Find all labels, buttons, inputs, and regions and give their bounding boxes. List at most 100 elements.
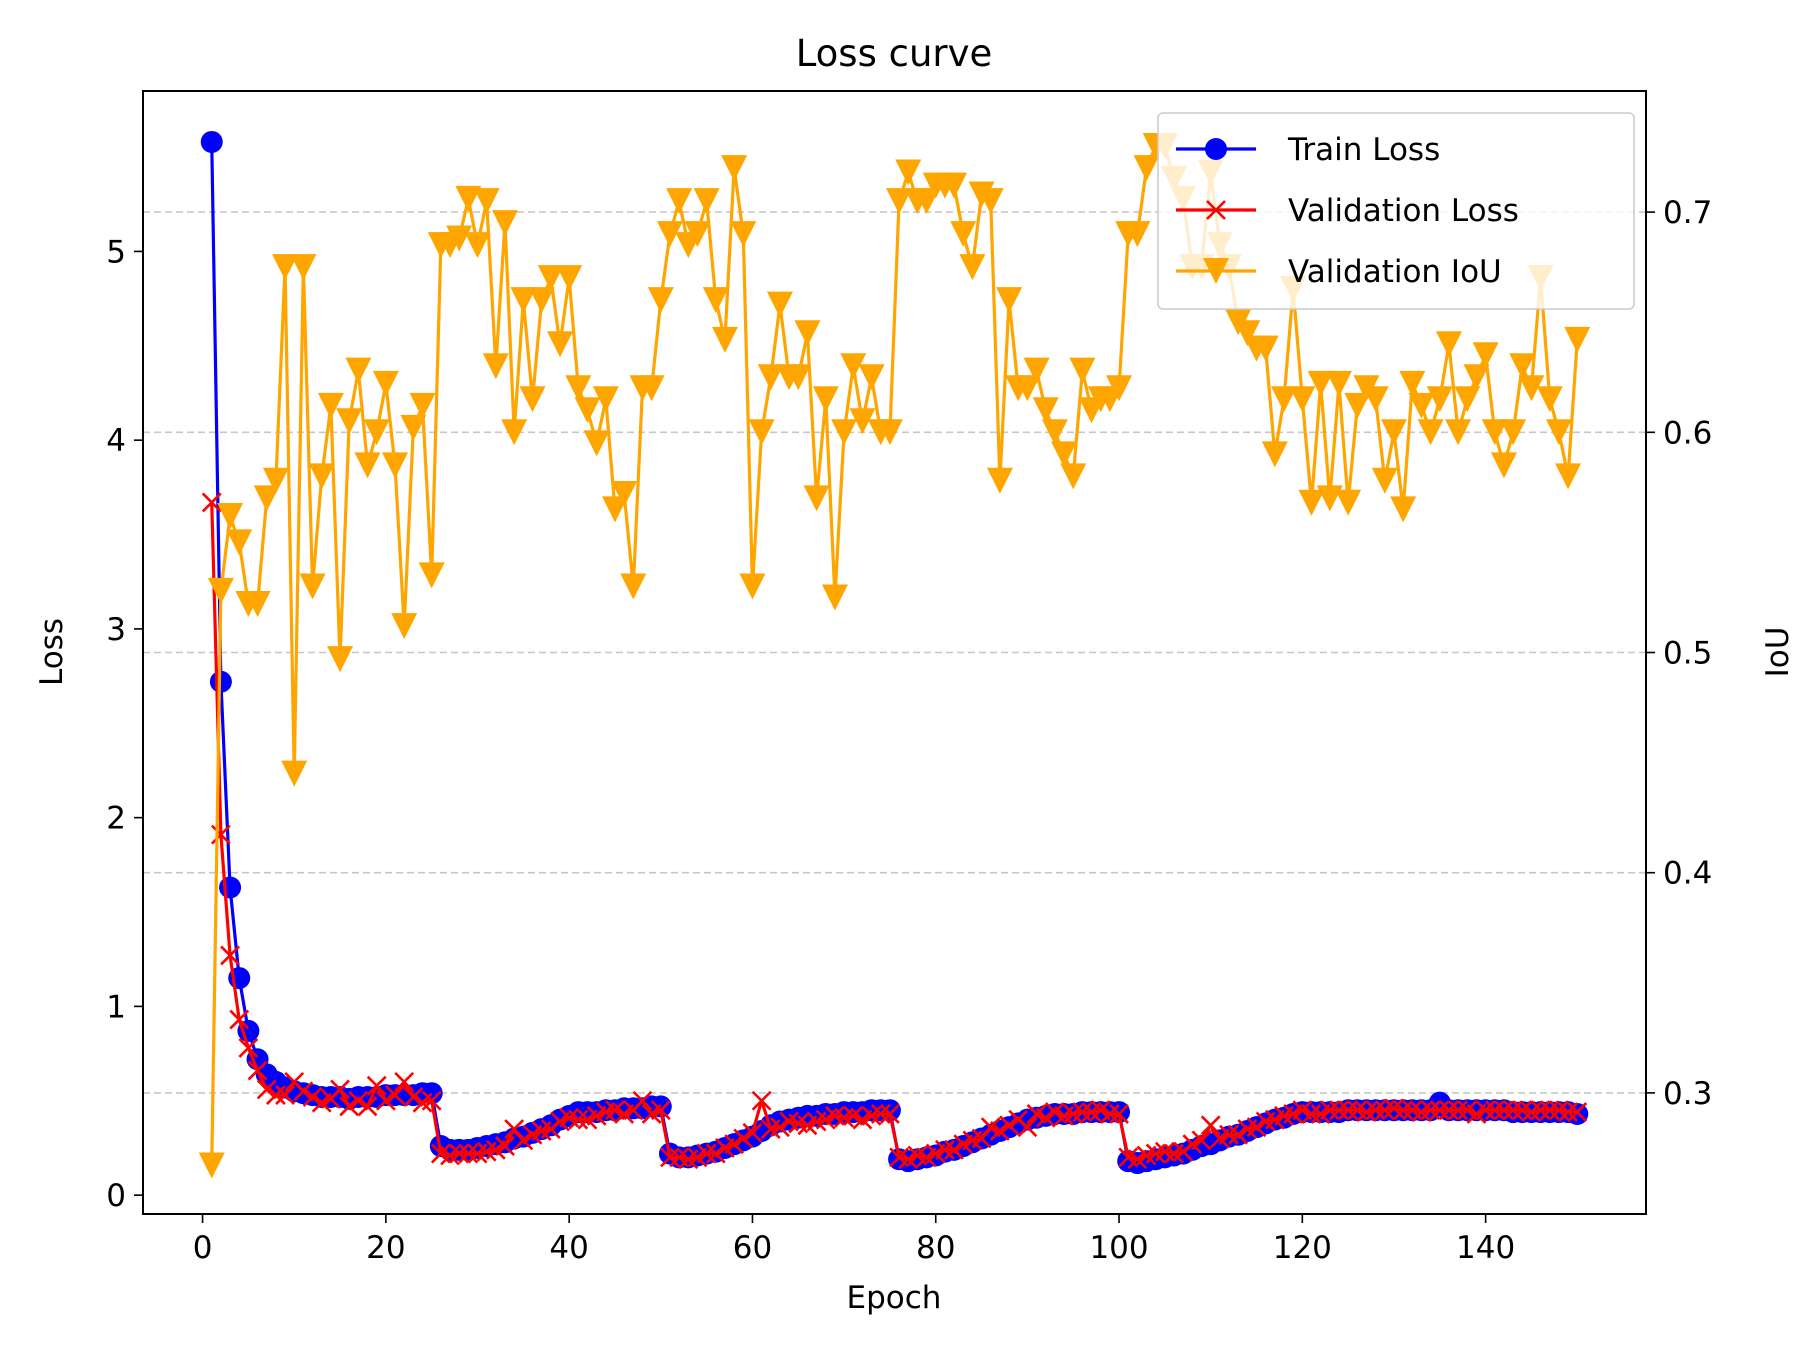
data-point — [632, 1090, 653, 1111]
y2-tick-label: 0.3 — [1663, 1076, 1712, 1112]
data-point — [803, 485, 830, 512]
data-point — [299, 573, 326, 600]
data-point — [666, 188, 693, 215]
data-point — [1463, 364, 1490, 391]
data-point — [449, 1143, 470, 1164]
series-line — [210, 144, 1579, 1166]
data-point — [971, 1128, 992, 1149]
data-point — [1503, 1100, 1524, 1121]
data-point — [546, 331, 573, 358]
data-point — [219, 876, 242, 899]
data-point — [1329, 1100, 1349, 1121]
data-point — [1203, 258, 1229, 284]
data-point — [244, 591, 271, 618]
data-point — [394, 1071, 415, 1092]
data-point — [1380, 419, 1407, 446]
data-point — [986, 467, 1013, 494]
data-point — [1393, 1100, 1414, 1121]
data-point — [592, 386, 619, 413]
data-point — [1301, 1104, 1322, 1124]
data-point — [565, 375, 592, 402]
y-tick-label: 3 — [106, 612, 126, 648]
data-point — [650, 1100, 671, 1121]
data-point — [660, 1147, 680, 1168]
data-point — [403, 1087, 424, 1107]
data-point — [253, 485, 280, 512]
data-point — [345, 357, 372, 384]
data-point — [513, 1130, 534, 1151]
legend-label: Validation Loss — [1288, 193, 1519, 229]
data-point — [354, 452, 381, 479]
data-point — [693, 188, 720, 215]
data-point — [537, 265, 564, 292]
data-point — [1191, 1130, 1212, 1151]
data-point — [574, 397, 601, 424]
data-point — [238, 1037, 259, 1058]
data-point — [400, 414, 427, 441]
data-point — [229, 1009, 250, 1030]
data-point — [821, 584, 848, 611]
data-point — [711, 326, 738, 353]
data-point — [201, 492, 222, 513]
data-point — [1017, 1117, 1038, 1138]
data-point — [1234, 320, 1261, 347]
legend-entry: Train Loss — [1176, 132, 1440, 168]
data-point — [568, 1109, 589, 1130]
data-point — [382, 452, 409, 479]
data-point — [1035, 1107, 1056, 1128]
data-point — [1555, 463, 1582, 490]
data-point — [482, 353, 509, 380]
data-point — [1490, 452, 1517, 479]
data-point — [1500, 419, 1527, 446]
data-point — [1429, 1100, 1450, 1121]
y-axis-label: Loss — [34, 618, 70, 686]
data-point — [757, 364, 784, 391]
data-point — [941, 172, 968, 199]
x-tick-label: 80 — [916, 1230, 955, 1266]
data-point — [501, 419, 528, 446]
data-point — [504, 1119, 525, 1139]
axis-ticks: 0 20 40 60 80 100 120 140 0 1 2 3 4 5 0.3 0.4 0.5 0.6 0.7 — [106, 195, 1712, 1266]
data-point — [1219, 1124, 1239, 1145]
data-point — [1445, 419, 1472, 446]
y-tick-label: 2 — [106, 801, 126, 837]
data-point — [290, 254, 317, 281]
data-point — [1567, 1102, 1588, 1122]
x-tick-label: 60 — [733, 1230, 772, 1266]
data-point — [293, 1081, 314, 1102]
x-tick-label: 120 — [1273, 1230, 1332, 1266]
data-point — [1099, 1104, 1120, 1124]
data-point — [1420, 1100, 1441, 1121]
data-point — [317, 392, 344, 419]
data-point — [528, 287, 555, 314]
data-point — [684, 221, 711, 248]
data-point — [950, 221, 977, 248]
data-point — [217, 502, 244, 529]
data-point — [724, 1134, 745, 1155]
data-point — [510, 287, 537, 314]
y2-tick-label: 0.5 — [1663, 636, 1712, 672]
data-point — [620, 573, 647, 600]
data-point — [638, 375, 665, 402]
chart-title: Loss curve — [796, 32, 993, 75]
data-point — [913, 188, 940, 215]
data-point — [1051, 441, 1078, 468]
data-point — [391, 613, 418, 640]
data-point — [237, 1019, 260, 1042]
legend-label: Train Loss — [1287, 132, 1440, 168]
data-point — [1338, 1100, 1359, 1121]
data-point — [492, 210, 519, 237]
data-point — [372, 370, 399, 397]
data-point — [751, 1090, 772, 1111]
data-point — [275, 1085, 295, 1106]
x-tick-label: 140 — [1456, 1230, 1515, 1266]
data-point — [705, 1143, 726, 1164]
y2-tick-label: 0.6 — [1663, 415, 1712, 451]
data-point — [858, 364, 885, 391]
data-point — [770, 1117, 790, 1138]
data-point — [583, 430, 610, 457]
data-point — [1072, 1102, 1093, 1122]
data-point — [1270, 386, 1297, 413]
data-point — [1390, 496, 1417, 523]
